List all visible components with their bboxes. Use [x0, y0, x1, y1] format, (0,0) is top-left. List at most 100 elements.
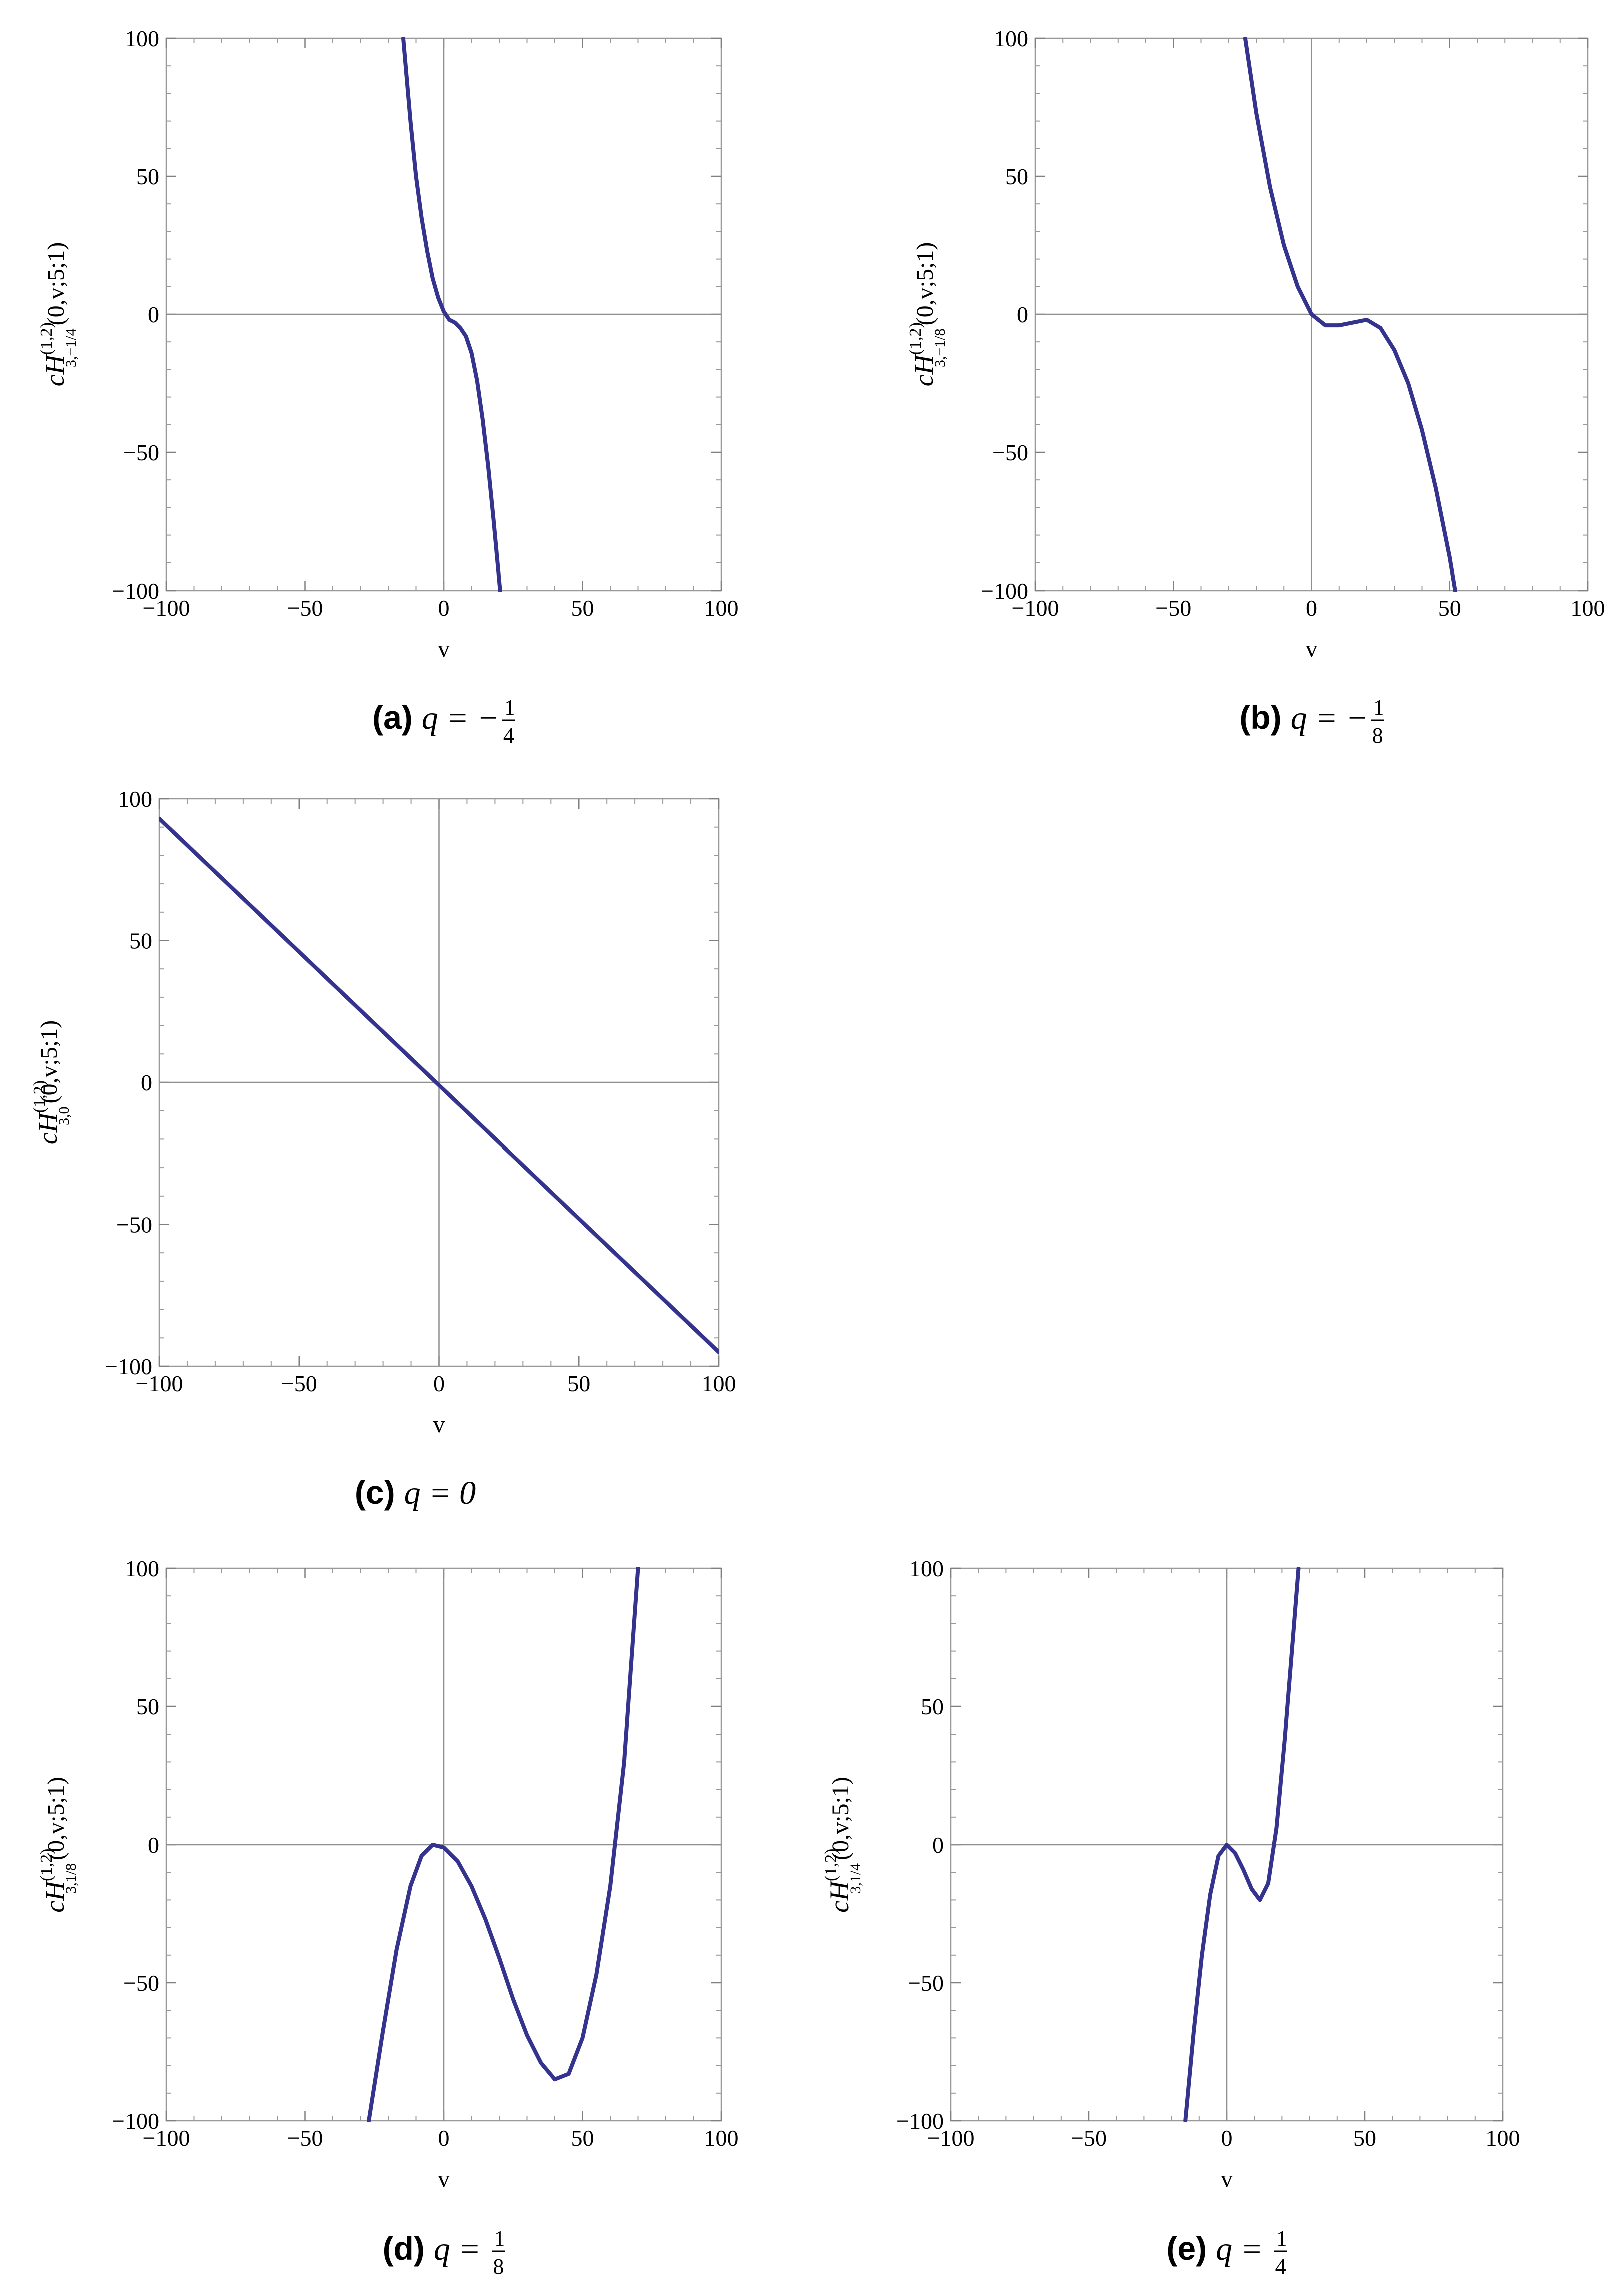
y-label-subscript: 3,1/8 — [63, 1863, 79, 1894]
x-tick-label: −50 — [1071, 2125, 1107, 2151]
y-label-argument: (0,v;5;1) — [36, 1020, 62, 1104]
y-label-base: cH — [40, 353, 70, 386]
x-tick-label: 100 — [704, 595, 739, 621]
caption-letter: (e) — [1166, 2230, 1207, 2267]
x-tick-label: 50 — [567, 1371, 590, 1396]
y-tick-label: −50 — [116, 1212, 152, 1238]
x-axis-label: v — [1306, 636, 1318, 662]
x-tick-label: −100 — [136, 1371, 183, 1396]
y-tick-label: −100 — [112, 578, 159, 604]
x-tick-label: 100 — [1571, 595, 1605, 621]
y-tick-label: −100 — [105, 1354, 152, 1379]
y-label-superscript: (1,2) — [822, 1849, 840, 1881]
caption-equation: q = — [434, 2231, 489, 2267]
x-tick-label: 0 — [438, 2125, 450, 2151]
y-tick-label: −50 — [123, 440, 159, 465]
y-label-subscript: 3,0 — [56, 1107, 72, 1126]
y-label-argument: (0,v;5;1) — [912, 242, 938, 326]
caption-fraction-denominator: 8 — [493, 2254, 504, 2279]
chart-panel-c: −100 −50 0 50 100 −100 −50 0 50 100 v cH(1,2) 3,0 (0,… — [30, 786, 736, 1511]
x-tick-label: 50 — [571, 595, 594, 621]
y-tick-label: 50 — [921, 1694, 944, 1719]
y-label-subscript: 3,1/4 — [847, 1863, 864, 1894]
x-tick-label: −100 — [143, 2125, 190, 2151]
y-tick-label: −100 — [112, 2108, 159, 2134]
series-line — [401, 37, 502, 592]
chart-panel-a: −100 −50 0 50 100 −100 −50 0 50 100 v cH(1,2) 3,−1/4… — [37, 26, 739, 748]
y-tick-label: 100 — [118, 786, 152, 812]
chart-panel-b: −100 −50 0 50 100 −100 −50 0 50 100 v cH(1,2) 3,−1/8… — [906, 26, 1605, 748]
x-tick-label: 50 — [571, 2125, 594, 2151]
y-label-subscript: 3,−1/4 — [63, 328, 79, 367]
caption-equation: q = − — [1291, 700, 1368, 736]
caption-fraction-numerator: 1 — [1276, 2226, 1287, 2251]
caption-equation: q = 0 — [404, 1475, 476, 1511]
caption-letter: (a) — [372, 699, 413, 736]
x-tick-label: −100 — [143, 595, 190, 621]
x-axis-label: v — [1221, 2166, 1233, 2192]
y-label-argument: (0,v;5;1) — [43, 1777, 69, 1860]
caption-fraction-denominator: 4 — [1275, 2254, 1286, 2279]
x-tick-label: 100 — [702, 1371, 736, 1396]
caption-fraction-denominator: 4 — [503, 723, 514, 748]
x-tick-label: −50 — [281, 1371, 317, 1396]
caption-fraction-numerator: 1 — [504, 695, 515, 720]
y-label-argument: (0,v;5;1) — [827, 1777, 854, 1860]
y-axis-label: cH(1,2) 3,1/8 (0,v;5;1) — [37, 1777, 79, 1913]
y-tick-label: 50 — [136, 1694, 159, 1719]
y-tick-label: 50 — [136, 164, 159, 189]
y-label-base: cH — [40, 1880, 70, 1913]
chart-panel-e: −100 −50 0 50 100 −100 −50 0 50 100 v cH(1,2) 3,1/4 (… — [822, 1556, 1520, 2279]
y-label-base: cH — [909, 353, 939, 386]
y-tick-label: 100 — [994, 26, 1028, 51]
caption-letter: (d) — [383, 2230, 425, 2267]
x-axis-label: v — [433, 1411, 445, 1438]
x-tick-label: 0 — [438, 595, 450, 621]
y-tick-label: −50 — [123, 1970, 159, 1996]
y-label-argument: (0,v;5;1) — [43, 242, 69, 326]
x-tick-label: 0 — [1221, 2125, 1233, 2151]
y-tick-label: 100 — [125, 26, 159, 51]
caption-letter: (b) — [1239, 699, 1281, 736]
caption-fraction-numerator: 1 — [494, 2226, 505, 2251]
y-label-superscript: (1,2) — [906, 322, 925, 355]
y-tick-label: −100 — [981, 578, 1028, 604]
x-tick-label: 0 — [1306, 595, 1317, 621]
panel-caption: (d) q = 1 8 — [383, 2226, 505, 2279]
y-tick-label: 50 — [1005, 164, 1028, 189]
y-tick-label: −50 — [908, 1970, 944, 1996]
caption-equation: q = — [1216, 2231, 1271, 2267]
y-tick-label: 0 — [932, 1832, 944, 1858]
x-tick-label: −50 — [287, 2125, 323, 2151]
y-label-superscript: (1,2) — [37, 322, 56, 355]
caption-equation: q = − — [422, 700, 499, 736]
y-tick-label: −100 — [896, 2108, 944, 2134]
x-axis-label: v — [438, 2166, 450, 2192]
y-tick-label: 0 — [141, 1070, 152, 1095]
y-label-base: cH — [33, 1111, 63, 1144]
y-tick-label: 50 — [129, 928, 152, 954]
y-label-superscript: (1,2) — [37, 1849, 56, 1881]
y-tick-label: 100 — [125, 1556, 159, 1581]
caption-fraction-denominator: 8 — [1372, 723, 1383, 748]
x-axis-label: v — [438, 636, 450, 662]
panel-caption: (a) q = −1 4 — [372, 695, 515, 748]
panel-caption: (e) q = 1 4 — [1166, 2226, 1287, 2279]
series-line — [367, 1567, 640, 2122]
y-label-superscript: (1,2) — [30, 1080, 49, 1113]
chart-panel-d: −100 −50 0 50 100 −100 −50 0 50 100 v cH(1,2) 3,1/8 (… — [37, 1556, 739, 2279]
series-line — [1243, 37, 1457, 592]
y-tick-label: 0 — [148, 1832, 159, 1858]
x-tick-label: 100 — [704, 2125, 739, 2151]
y-axis-label: cH(1,2) 3,−1/4 (0,v;5;1) — [37, 242, 79, 387]
y-axis-label: cH(1,2) 3,−1/8 (0,v;5;1) — [906, 242, 948, 387]
x-tick-label: 0 — [433, 1371, 445, 1396]
y-axis-label: cH(1,2) 3,0 (0,v;5;1) — [30, 1020, 72, 1144]
series-line — [1183, 1567, 1301, 2122]
y-tick-label: 0 — [1017, 302, 1028, 327]
panel-caption: (b) q = −1 8 — [1239, 695, 1384, 748]
x-tick-label: −50 — [287, 595, 323, 621]
caption-letter: (c) — [355, 1474, 395, 1511]
y-label-base: cH — [824, 1880, 854, 1913]
